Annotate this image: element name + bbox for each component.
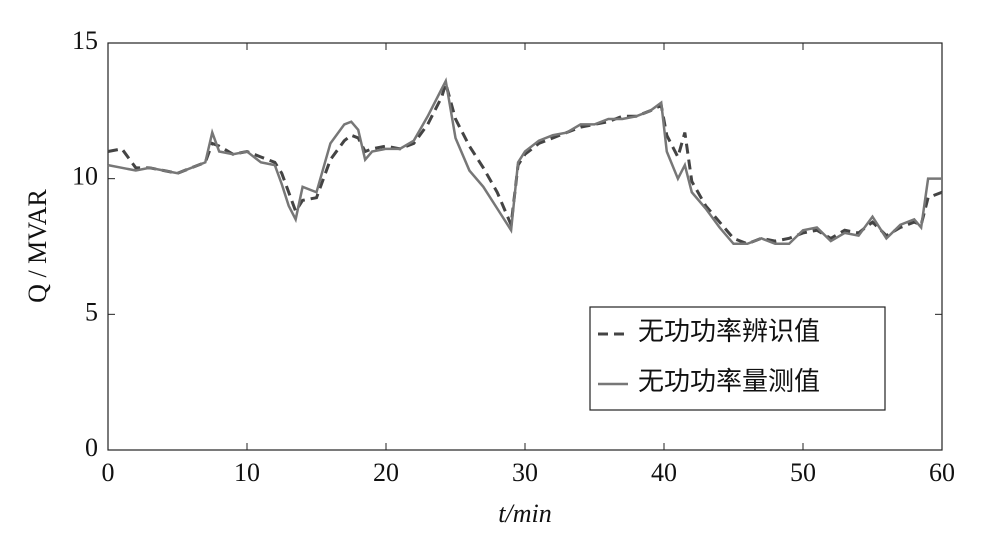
legend-label: 无功功率量测值 bbox=[638, 367, 820, 396]
x-axis-label: t/min bbox=[498, 499, 551, 528]
x-tick-label: 20 bbox=[373, 458, 399, 487]
x-tick-label: 40 bbox=[651, 458, 677, 487]
y-tick-label: 15 bbox=[72, 26, 98, 55]
y-tick-label: 5 bbox=[85, 297, 98, 326]
x-tick-label: 10 bbox=[234, 458, 260, 487]
legend-box bbox=[589, 306, 886, 411]
series-line bbox=[107, 78, 943, 246]
x-tick-label: 30 bbox=[512, 458, 538, 487]
y-tick-label: 10 bbox=[72, 162, 98, 191]
series-line bbox=[107, 77, 942, 246]
x-tick-label: 0 bbox=[102, 458, 115, 487]
x-tick-label: 50 bbox=[790, 458, 816, 487]
x-tick-label: 60 bbox=[929, 458, 955, 487]
y-axis-label: Q / MVAR bbox=[23, 189, 52, 303]
y-tick-label: 0 bbox=[85, 433, 98, 462]
legend-label: 无功功率辨识值 bbox=[638, 317, 820, 346]
